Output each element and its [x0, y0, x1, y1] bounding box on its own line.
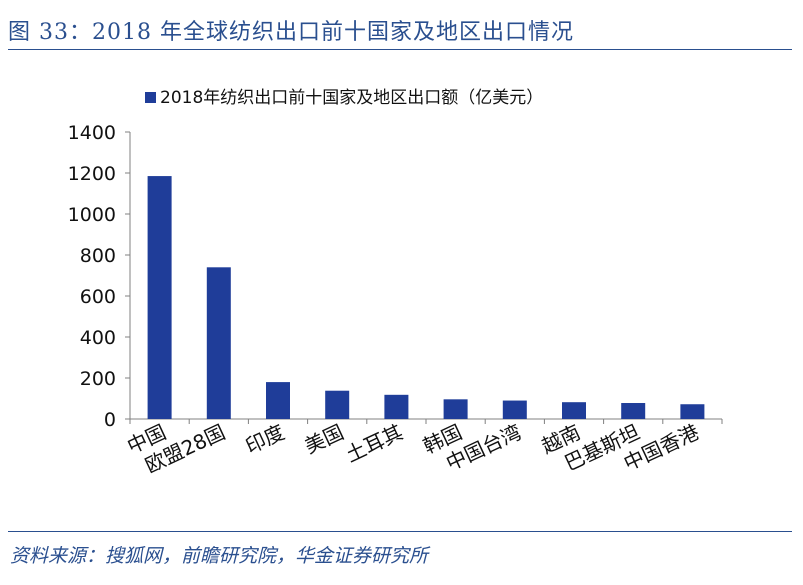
y-tick-label: 1200 [68, 163, 116, 185]
x-tick-label: 土耳其 [342, 420, 407, 467]
y-tick-label: 400 [80, 327, 116, 349]
y-tick-label: 600 [80, 286, 116, 308]
bar [502, 400, 527, 419]
bar [680, 404, 705, 419]
y-tick-label: 1400 [68, 122, 116, 144]
y-tick-label: 800 [80, 245, 116, 267]
x-tick-label: 印度 [242, 420, 288, 459]
bar [443, 399, 468, 419]
bar [384, 394, 409, 419]
bar [266, 382, 290, 419]
bar [325, 390, 350, 419]
x-tick-label: 美国 [301, 420, 347, 459]
y-tick-label: 200 [80, 368, 116, 390]
bar [206, 267, 231, 419]
legend-label: 2018年纺织出口前十国家及地区出口额（亿美元） [160, 88, 543, 108]
figure-title: 图 33：2018 年全球纺织出口前十国家及地区出口情况 [8, 20, 574, 45]
bar [621, 403, 646, 419]
y-tick-label: 1000 [68, 204, 116, 226]
title-divider [8, 49, 792, 50]
source-note: 资料来源：搜狐网，前瞻研究院，华金证券研究所 [10, 545, 429, 567]
footer-divider [8, 531, 792, 532]
legend-swatch [145, 92, 156, 103]
bar [562, 402, 586, 419]
y-tick-label: 0 [104, 409, 116, 431]
bar [147, 176, 172, 419]
